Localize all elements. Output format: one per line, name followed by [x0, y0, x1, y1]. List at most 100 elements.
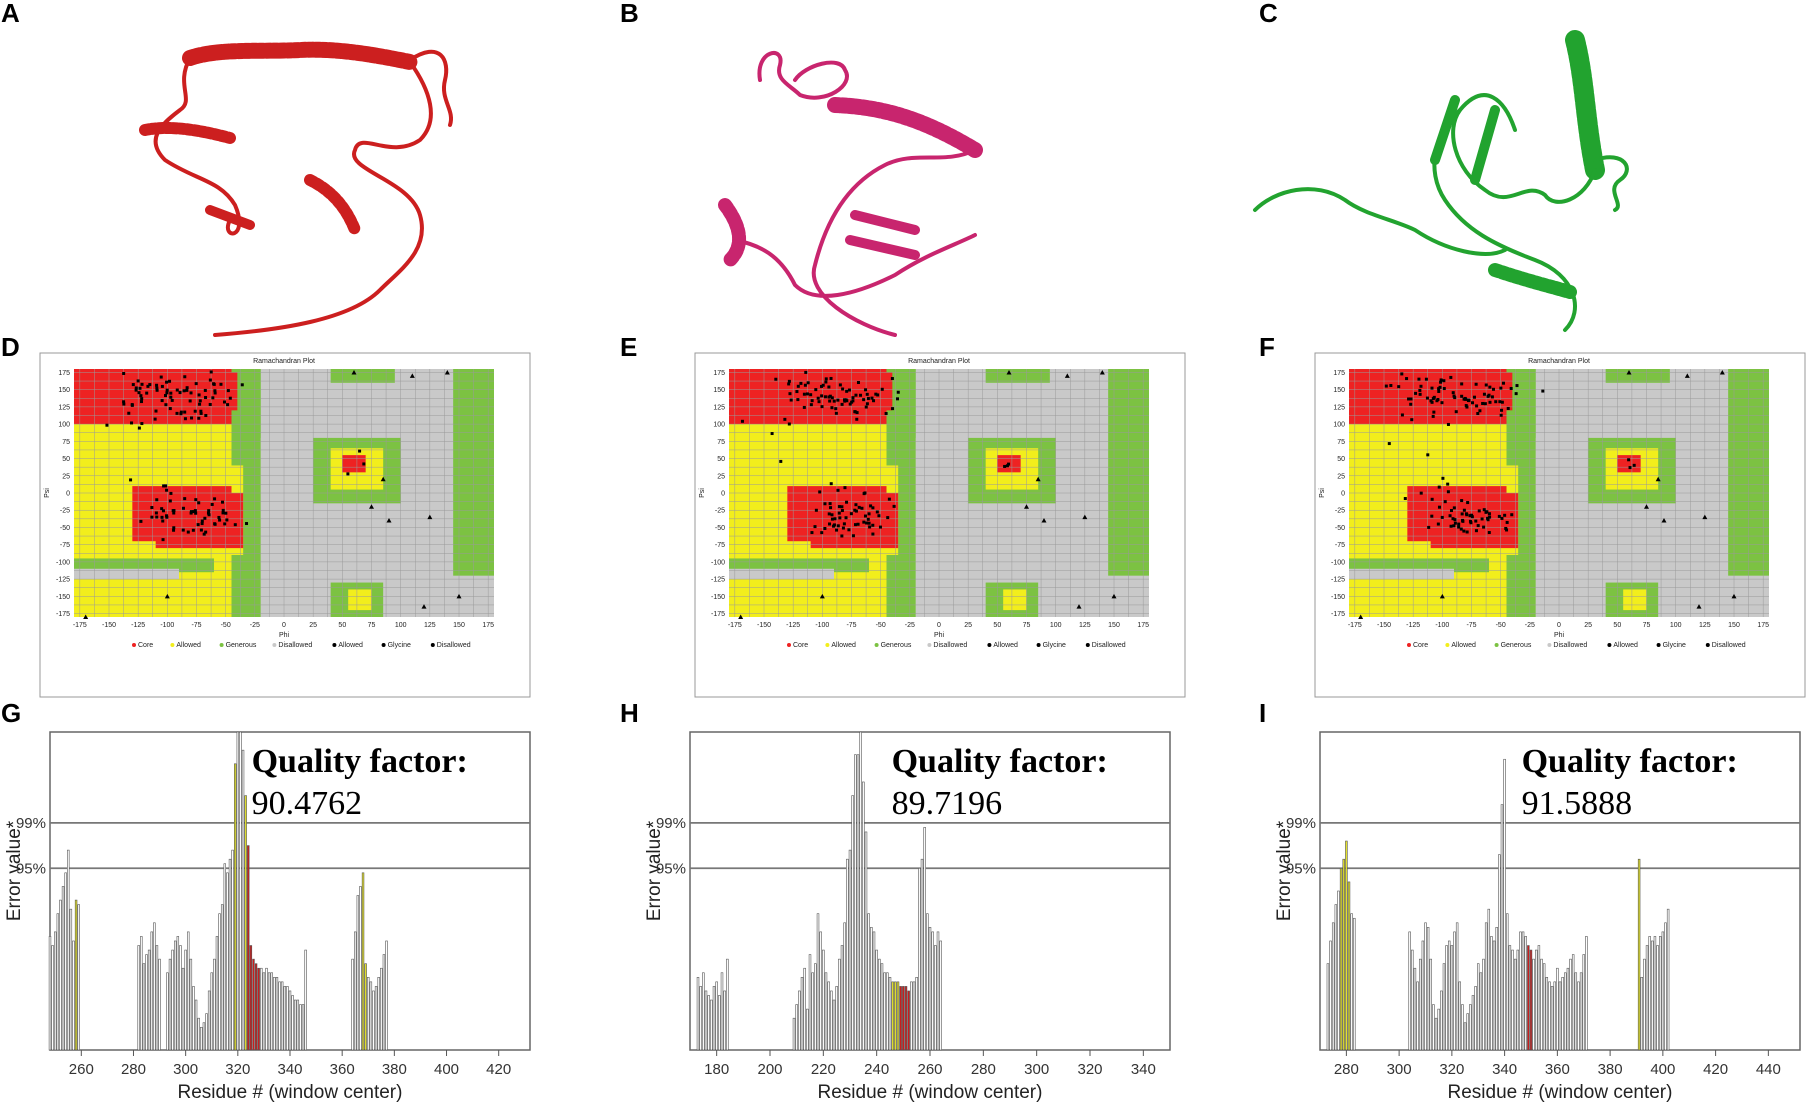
rama-residue-point [1466, 501, 1470, 505]
rama-residue-point [139, 519, 143, 523]
rama-residue-point [1441, 476, 1445, 480]
errat-bar [1561, 977, 1564, 1051]
errat-bar [179, 945, 182, 1051]
errat-bar [1337, 890, 1340, 1051]
rama-residue-point [1448, 514, 1452, 518]
errat-xtick-label: 380 [382, 1061, 407, 1078]
rama-residue-point [172, 528, 176, 532]
rama-xlabel: Phi [934, 632, 945, 639]
rama-legend-entry: Generous [881, 642, 912, 649]
errat-bar [1495, 927, 1498, 1051]
rama-legend-entry: Allowed [1613, 642, 1638, 649]
rama-residue-point [853, 523, 857, 527]
rama-residue-point [221, 508, 225, 512]
errat-bar [1656, 945, 1659, 1051]
rama-glycine-point [1082, 514, 1088, 520]
rama-residue-point [192, 510, 196, 514]
rama-residue-point [155, 388, 159, 392]
rama-residue-point [891, 407, 895, 411]
rama-residue-point [1419, 491, 1423, 495]
rama-residue-point [200, 519, 204, 523]
errat-xtick-label: 400 [1650, 1061, 1675, 1078]
errat-xtick-label: 320 [1077, 1061, 1102, 1078]
errat-bar [1521, 931, 1525, 1051]
errat-bar [215, 936, 219, 1051]
rama-residue-point [1472, 395, 1476, 399]
errat-bar [923, 827, 926, 1051]
rama-residue-point [1446, 490, 1450, 494]
rama-residue-point [1482, 508, 1486, 512]
rama-xtick: -150 [102, 622, 116, 629]
rama-residue-point [1465, 530, 1469, 534]
errat-bar [699, 986, 702, 1051]
errat-bar [213, 958, 216, 1051]
rama-residue-point [1409, 397, 1413, 401]
rama-residue-point [1477, 509, 1481, 513]
rama-residue-point [138, 386, 142, 390]
rama-disallowed-region [729, 568, 834, 580]
errat-bar [859, 731, 862, 1051]
errat-bar [886, 972, 889, 1051]
rama-residue-point [193, 509, 197, 513]
rama-residue-point [208, 402, 212, 406]
errat-bar-warning [1342, 858, 1345, 1051]
errat-xtick-label: 260 [917, 1061, 942, 1078]
errat-bar [843, 922, 846, 1051]
rama-legend-entry: Allowed [831, 642, 856, 649]
errat-bar [1416, 981, 1419, 1051]
rama-residue-point [164, 403, 168, 407]
rama-residue-point [867, 512, 871, 516]
rama-residue-point [1405, 377, 1409, 381]
rama-residue-point [820, 405, 824, 409]
rama-residue-point [226, 389, 230, 393]
rama-xtick: -150 [1377, 622, 1391, 629]
errat-bar [236, 731, 240, 1051]
errat-bar [166, 972, 169, 1051]
rama-ytick: -25 [60, 508, 70, 515]
rama-residue-point [221, 511, 225, 515]
strand-b2 [845, 235, 920, 260]
errat-bar [273, 977, 276, 1051]
rama-residue-point [853, 410, 857, 414]
rama-residue-point [1514, 392, 1518, 396]
rama-residue-point [1403, 497, 1407, 501]
rama-residue-point [1454, 410, 1458, 414]
rama-residue-point [835, 528, 839, 532]
rama-residue-point [787, 379, 791, 383]
errat-plot-i: 99% 95% 280 300 320 340 360 380 400 420 440 Residue… [1274, 731, 1801, 1103]
errat-bar-error [247, 845, 250, 1051]
rama-residue-point [892, 504, 896, 508]
errat-bar [1535, 949, 1538, 1051]
rama-residue-point [851, 399, 855, 403]
rama-xtick: 150 [1108, 622, 1120, 629]
errat-bar [189, 958, 193, 1051]
rama-residue-point [131, 383, 135, 387]
rama-residue-point [804, 370, 808, 374]
errat-bar [1640, 977, 1643, 1051]
errat-bar-warning [1637, 858, 1641, 1051]
rama-residue-point [828, 522, 832, 526]
rama-residue-point [165, 391, 169, 395]
errat-xlabel: Residue # (window center) [818, 1082, 1043, 1103]
rama-legend-marker [1407, 643, 1411, 647]
rama-ylabel: Psi [44, 488, 51, 498]
errat-bar [51, 945, 54, 1051]
rama-residue-point [189, 391, 193, 395]
rama-legend-marker [1656, 643, 1661, 647]
errat-bar [200, 1026, 203, 1051]
rama-ytick: 25 [1337, 473, 1345, 480]
errat-bar [795, 1004, 798, 1051]
errat-bar [1424, 922, 1427, 1051]
rama-residue-point [1488, 400, 1492, 404]
rama-residue-point [169, 391, 173, 395]
rama-residue-point [168, 499, 172, 503]
rama-residue-point [854, 503, 858, 507]
errat-bar [1653, 936, 1657, 1051]
rama-xtick: 175 [1757, 622, 1769, 629]
rama-residue-point [1449, 524, 1453, 528]
rama-residue-point [1474, 382, 1478, 386]
rama-residue-point [199, 411, 203, 415]
rama-residue-point [148, 383, 152, 387]
rama-residue-point [127, 411, 131, 415]
rama-residue-point [165, 380, 169, 384]
